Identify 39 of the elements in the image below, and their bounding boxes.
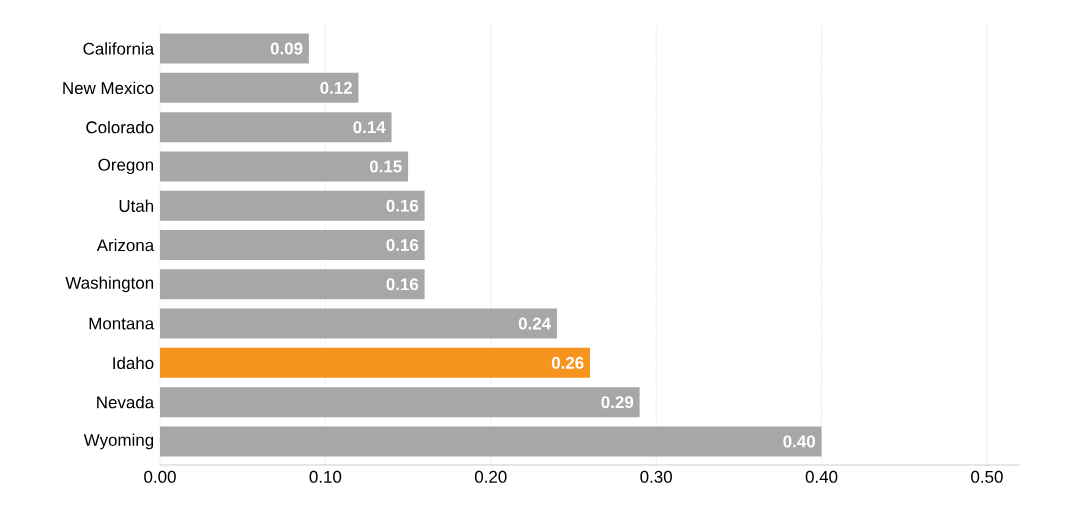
x-tick-label: 0.20 <box>474 470 507 483</box>
x-tick-label: 0.00 <box>144 470 176 483</box>
x-tick-label: 0.30 <box>640 470 672 483</box>
data-label: 0.15 <box>369 160 402 173</box>
bar <box>160 269 425 300</box>
bar <box>160 33 309 64</box>
bar <box>160 72 359 103</box>
y-tick-label: Idaho <box>113 356 154 370</box>
y-tick-label: Nevada <box>97 395 155 409</box>
bar <box>160 426 822 457</box>
data-label: 0.24 <box>518 317 551 330</box>
bar <box>160 387 640 418</box>
y-tick-label: Montana <box>89 317 155 330</box>
y-tick-label: Arizona <box>96 238 155 252</box>
data-label: 0.12 <box>320 81 352 94</box>
data-label: 0.40 <box>783 435 815 448</box>
bar <box>160 230 425 260</box>
x-tick-label: 0.40 <box>805 470 838 483</box>
x-tick-label: 0.10 <box>309 470 342 483</box>
y-tick-label: Colorado <box>86 120 154 134</box>
data-label: 0.14 <box>353 121 386 134</box>
bar <box>160 347 590 378</box>
data-label: 0.09 <box>270 42 303 55</box>
data-label: 0.16 <box>386 199 419 212</box>
bar <box>160 112 392 143</box>
data-label: 0.16 <box>386 239 419 251</box>
y-tick-label: New Mexico <box>63 81 154 95</box>
bar <box>160 151 409 182</box>
y-tick-label: Utah <box>119 199 154 212</box>
y-tick-label: Wyoming <box>83 433 154 450</box>
y-tick-label: California <box>83 42 155 55</box>
y-tick-label: Washington <box>65 276 154 293</box>
data-label: 0.16 <box>386 278 419 291</box>
bar <box>160 190 425 221</box>
data-label: 0.26 <box>551 356 584 369</box>
bar <box>160 308 557 339</box>
x-tick-label: 0.50 <box>971 470 1003 483</box>
data-label: 0.29 <box>601 396 634 409</box>
y-tick-label: Oregon <box>98 158 154 175</box>
